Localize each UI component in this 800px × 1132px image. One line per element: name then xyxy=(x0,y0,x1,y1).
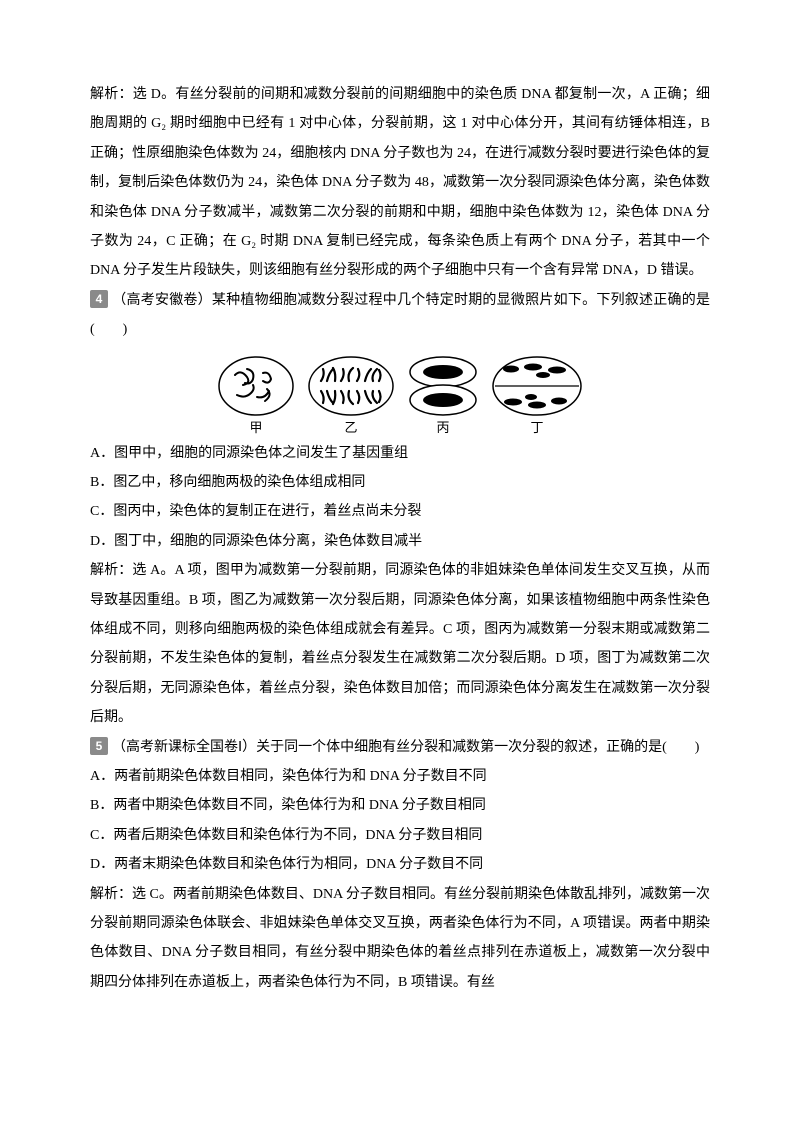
cell-yi-icon xyxy=(307,355,395,417)
cell-yi-label: 乙 xyxy=(344,419,357,437)
cell-bing: 丙 xyxy=(407,355,479,437)
q5-option-a: A．两者前期染色体数目相同，染色体行为和 DNA 分子数目不同 xyxy=(90,762,710,791)
cell-yi: 乙 xyxy=(307,355,395,437)
question-5-stem: 5 （高考新课标全国卷Ⅰ）关于同一个体中细胞有丝分裂和减数第一次分裂的叙述，正确的… xyxy=(90,733,710,762)
q5-option-d: D．两者末期染色体数目和染色体行为相同，DNA 分子数目不同 xyxy=(90,850,710,879)
q4-option-c: C．图丙中，染色体的复制正在进行，着丝点尚未分裂 xyxy=(90,497,710,526)
cell-ding-label: 丁 xyxy=(530,419,543,437)
cell-ding: 丁 xyxy=(491,355,583,437)
q4-option-d: D．图丁中，细胞的同源染色体分离，染色体数目减半 xyxy=(90,527,710,556)
q5-explanation: 解析：选 C。两者前期染色体数目、DNA 分子数目相同。有丝分裂前期染色体散乱排… xyxy=(90,880,710,998)
question-number-5: 5 xyxy=(90,737,108,755)
q4-stem-text: （高考安徽卷）某种植物细胞减数分裂过程中几个特定时期的显微照片如下。下列叙述正确… xyxy=(90,293,710,337)
q5-option-b: B．两者中期染色体数目不同，染色体行为和 DNA 分子数目相同 xyxy=(90,791,710,820)
question-number-4: 4 xyxy=(90,290,108,308)
cell-jia: 甲 xyxy=(217,355,295,437)
q5-option-c: C．两者后期染色体数目和染色体行为不同，DNA 分子数目相同 xyxy=(90,821,710,850)
figure-row: 甲 乙 xyxy=(90,355,710,437)
cell-bing-icon xyxy=(407,355,479,417)
question-4-stem: 4（高考安徽卷）某种植物细胞减数分裂过程中几个特定时期的显微照片如下。下列叙述正… xyxy=(90,286,710,345)
cell-jia-icon xyxy=(217,355,295,417)
cell-jia-label: 甲 xyxy=(249,419,262,437)
q4-explanation: 解析：选 A。A 项，图甲为减数第一分裂前期，同源染色体的非姐妹染色单体间发生交… xyxy=(90,556,710,732)
q4-option-b: B．图乙中，移向细胞两极的染色体组成相同 xyxy=(90,468,710,497)
q4-option-a: A．图甲中，细胞的同源染色体之间发生了基因重组 xyxy=(90,439,710,468)
cell-bing-label: 丙 xyxy=(436,419,449,437)
cell-ding-icon xyxy=(491,355,583,417)
explanation-paragraph: 解析：选 D。有丝分裂前的间期和减数分裂前的间期细胞中的染色质 DNA 都复制一… xyxy=(90,80,710,286)
q5-stem-text: （高考新课标全国卷Ⅰ）关于同一个体中细胞有丝分裂和减数第一次分裂的叙述，正确的是… xyxy=(112,740,699,755)
